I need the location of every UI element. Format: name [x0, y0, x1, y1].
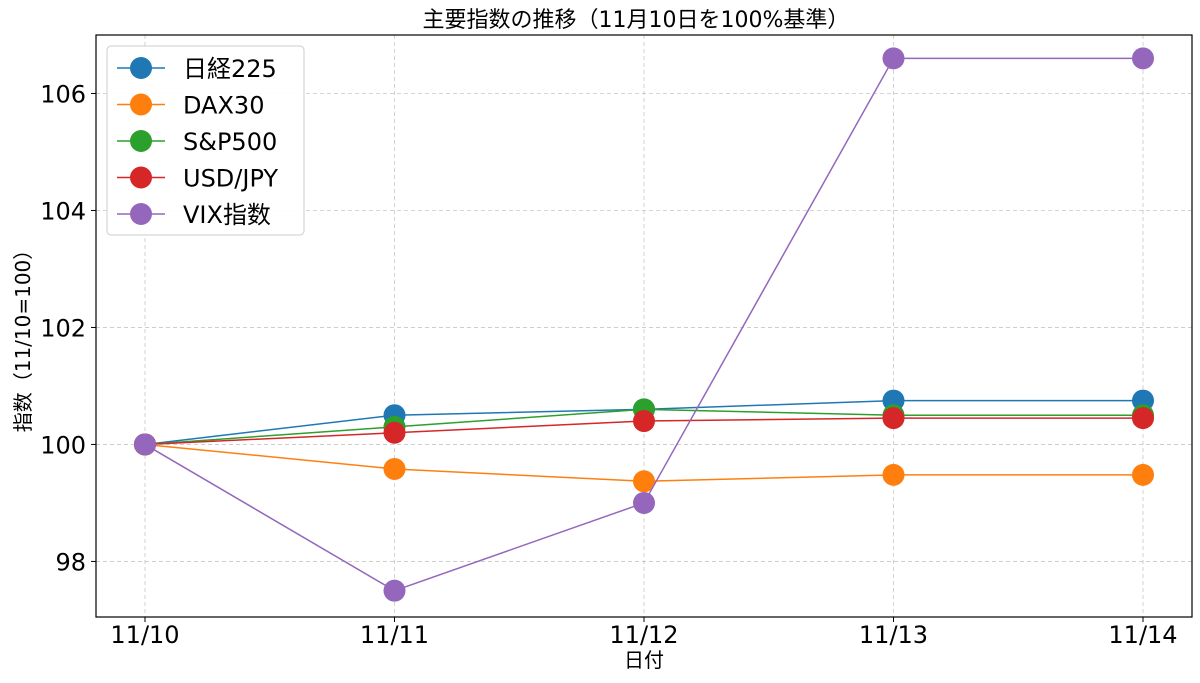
- legend-box: [106, 45, 305, 236]
- series-4: [134, 47, 1154, 602]
- y-axis-ticks: 98 100 102 104 106: [40, 80, 96, 576]
- legend-item: DAX30: [117, 92, 264, 120]
- data-point: [633, 410, 655, 433]
- data-point: [633, 491, 655, 514]
- y-tick-label: 100: [40, 431, 86, 459]
- data-point: [383, 458, 406, 481]
- y-tick-label: 106: [40, 80, 86, 108]
- chart-title: 主要指数の推移（11月10日を100%基準）: [423, 8, 850, 33]
- legend: 日経225 DAX30 S&P500 USD/JPY VIX指数: [106, 45, 305, 236]
- legend-label: 日経225: [183, 55, 277, 83]
- legend-marker: [130, 166, 152, 189]
- legend-marker: [130, 130, 152, 152]
- y-tick-label: 104: [40, 197, 86, 225]
- legend-item: 日経225: [117, 55, 277, 83]
- x-tick-label: 11/12: [609, 621, 678, 649]
- data-point: [383, 421, 406, 444]
- legend-label: USD/JPY: [183, 165, 278, 193]
- data-point: [1132, 407, 1154, 430]
- data-point: [882, 463, 905, 486]
- data-point: [383, 579, 406, 602]
- legend-label: VIX指数: [183, 201, 271, 229]
- x-tick-label: 11/13: [859, 621, 928, 649]
- legend-marker: [130, 57, 152, 79]
- legend-item: USD/JPY: [117, 165, 278, 193]
- legend-item: VIX指数: [117, 201, 271, 229]
- data-point: [882, 47, 905, 70]
- data-point: [633, 470, 655, 493]
- data-point: [1132, 463, 1154, 486]
- data-point: [882, 407, 905, 430]
- x-tick-label: 11/11: [360, 621, 429, 649]
- legend-marker: [130, 203, 152, 225]
- x-axis-ticks: 11/10 11/11 11/12 11/13 11/14: [110, 617, 1178, 649]
- legend-label: S&P500: [183, 128, 277, 156]
- legend-marker: [130, 93, 152, 116]
- series-group: [134, 47, 1154, 602]
- y-tick-label: 98: [55, 548, 86, 576]
- y-axis-label: 指数（11/10=100）: [11, 240, 35, 433]
- legend-label: DAX30: [183, 92, 264, 120]
- x-tick-label: 11/10: [110, 621, 179, 649]
- x-tick-label: 11/14: [1108, 621, 1177, 649]
- data-point: [1132, 47, 1154, 70]
- y-tick-label: 102: [40, 314, 86, 342]
- legend-item: S&P500: [117, 128, 277, 156]
- data-point: [134, 433, 156, 456]
- x-axis-label: 日付: [624, 648, 664, 672]
